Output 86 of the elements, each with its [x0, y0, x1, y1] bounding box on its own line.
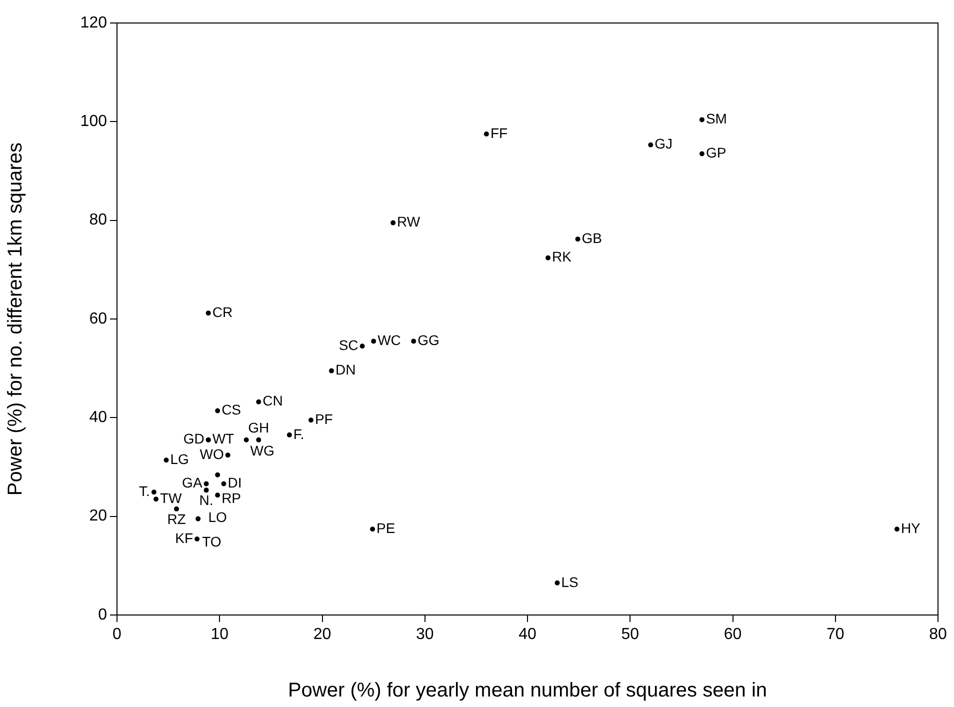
- data-label: PE: [376, 520, 396, 536]
- data-label: GB: [582, 230, 602, 246]
- x-tick-label: 70: [826, 626, 844, 644]
- x-tick-label: 30: [416, 626, 434, 644]
- data-label: TO: [202, 534, 222, 550]
- x-tick-label: 20: [313, 626, 332, 644]
- data-label: T.: [139, 483, 150, 500]
- data-label: RW: [397, 214, 421, 230]
- x-tick-label: 60: [724, 626, 742, 644]
- data-label: RP: [222, 490, 242, 506]
- data-label: GG: [418, 332, 440, 348]
- data-label: SM: [706, 110, 727, 127]
- point: [546, 255, 551, 260]
- point: [221, 481, 226, 486]
- point: [286, 432, 292, 438]
- data-label: TW: [160, 490, 183, 506]
- point: [328, 368, 334, 374]
- data-label: WG: [250, 442, 274, 459]
- data-label: RK: [552, 248, 572, 265]
- point: [308, 418, 314, 423]
- y-tick-label: 60: [89, 310, 108, 328]
- data-label: HY: [900, 520, 922, 536]
- point: [554, 580, 560, 586]
- y-tick-label: 100: [80, 113, 108, 130]
- data-label: PF: [314, 410, 333, 427]
- point: [215, 408, 220, 414]
- data-label: KF: [175, 530, 194, 546]
- x-tick-label: 0: [112, 626, 122, 644]
- data-label: GP: [706, 144, 726, 161]
- data-label: CN: [262, 392, 283, 409]
- point: [371, 338, 376, 344]
- data-label: GD: [183, 430, 204, 447]
- point: [894, 526, 900, 532]
- data-label: N.: [199, 492, 214, 508]
- point: [699, 117, 704, 122]
- data-label: DN: [335, 362, 356, 378]
- data-label: FF: [490, 124, 508, 141]
- y-tick-label: 20: [89, 508, 108, 525]
- data-label: GJ: [654, 136, 673, 152]
- point: [225, 452, 230, 458]
- point: [244, 437, 249, 442]
- point: [164, 458, 169, 463]
- point: [204, 481, 209, 486]
- x-axis-title: Power (%) for yearly mean number of squares seen in: [288, 680, 768, 702]
- x-tick-label: 10: [210, 626, 229, 644]
- data-label: GH: [248, 420, 270, 436]
- x-tick-label: 80: [929, 626, 947, 644]
- y-tick-label: 80: [89, 212, 108, 229]
- x-tick-label: 40: [518, 626, 536, 644]
- data-label: F.: [293, 426, 304, 442]
- y-tick-label: 0: [98, 606, 108, 624]
- x-tick-label: 50: [621, 626, 640, 644]
- point: [256, 437, 262, 442]
- data-label: DI: [228, 474, 242, 491]
- point: [648, 142, 654, 148]
- point: [204, 488, 209, 493]
- point: [196, 516, 201, 522]
- point: [206, 310, 211, 316]
- point: [411, 338, 416, 344]
- y-axis-title: Power (%) for no. different 1km squares: [4, 142, 27, 496]
- data-label: SC: [338, 336, 358, 353]
- point: [151, 490, 156, 495]
- data-label: LO: [208, 508, 228, 525]
- point: [194, 536, 200, 542]
- point: [370, 526, 376, 532]
- y-tick-label: 40: [89, 409, 108, 426]
- point: [390, 220, 396, 226]
- data-label: RZ: [167, 510, 186, 527]
- data-label: WT: [212, 430, 235, 447]
- point: [215, 472, 220, 478]
- data-label: WO: [200, 446, 224, 462]
- y-tick-label: 120: [80, 14, 108, 32]
- data-label: WC: [378, 332, 401, 348]
- data-label: CR: [212, 304, 233, 320]
- point: [699, 151, 704, 156]
- data-label: CS: [222, 402, 242, 418]
- point: [174, 506, 180, 512]
- point: [360, 344, 365, 349]
- point: [575, 236, 580, 242]
- data-label: LS: [561, 574, 578, 590]
- data-label: GA: [182, 474, 203, 491]
- point: [484, 132, 489, 136]
- data-label: LG: [170, 450, 189, 467]
- point: [154, 496, 158, 502]
- point: [215, 492, 220, 498]
- point: [256, 399, 262, 404]
